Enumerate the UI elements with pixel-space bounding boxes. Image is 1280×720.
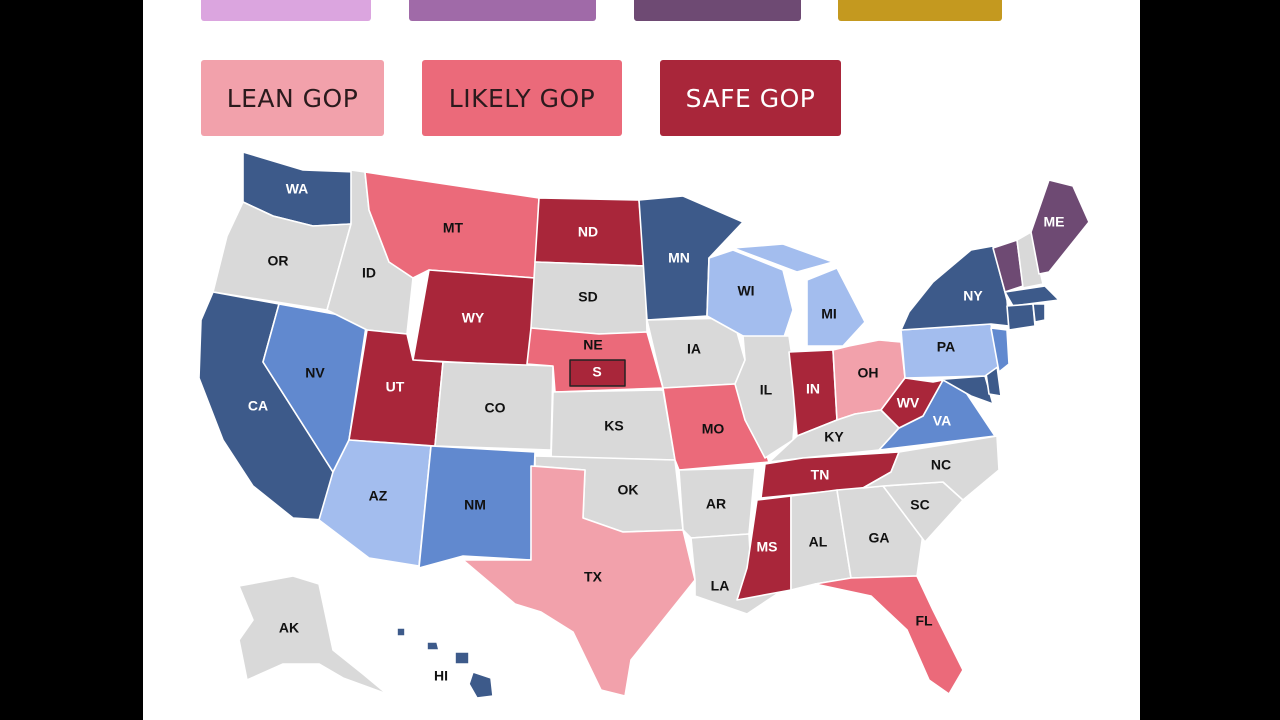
label-sd: SD [578,289,597,305]
label-ms: MS [757,539,778,555]
label-tx: TX [584,569,603,585]
label-ks: KS [604,418,623,434]
label-hi: HI [434,668,448,684]
label-ga: GA [869,530,890,546]
label-mo: MO [702,421,725,437]
label-mn: MN [668,250,690,266]
label-pa: PA [937,339,955,355]
state-ms[interactable] [736,495,792,601]
state-ri[interactable] [1032,303,1046,323]
label-mi: MI [821,306,837,322]
label-ne: NE [583,337,602,353]
label-ne-special: S [592,364,601,380]
state-ct[interactable] [1006,303,1036,331]
legend-chip-1[interactable] [201,0,371,21]
label-wi: WI [737,283,754,299]
label-al: AL [809,534,828,550]
label-tn: TN [811,467,830,483]
label-ok: OK [618,482,639,498]
legend-likely-gop-label: LIKELY GOP [448,83,596,113]
state-nj[interactable] [990,327,1010,373]
label-or: OR [268,253,289,269]
state-fl[interactable] [814,575,964,695]
legend-safe-gop-label: SAFE GOP [685,83,816,113]
label-nc: NC [931,457,951,473]
label-wa: WA [286,181,309,197]
label-in: IN [806,381,820,397]
legend-chip-4[interactable] [838,0,1002,21]
legend-chip-3[interactable] [634,0,801,21]
label-ny: NY [963,288,983,304]
state-ak[interactable] [238,575,388,695]
legend-safe-gop-button[interactable]: SAFE GOP [660,60,841,136]
label-id: ID [362,265,376,281]
label-co: CO [485,400,506,416]
label-la: LA [711,578,730,594]
state-ny[interactable] [900,245,1010,331]
state-hi[interactable] [396,627,494,699]
label-sc: SC [910,497,929,513]
label-oh: OH [858,365,879,381]
label-ia: IA [687,341,701,357]
legend-chip-2[interactable] [409,0,596,21]
state-tx[interactable] [462,465,696,697]
label-ca: CA [248,398,268,414]
label-il: IL [760,382,773,398]
label-ak: AK [279,620,299,636]
ne-special-election-box[interactable] [569,359,626,387]
state-wi[interactable] [706,249,794,341]
legend-likely-gop-button[interactable]: LIKELY GOP [422,60,622,136]
label-wy: WY [462,310,485,326]
state-ma[interactable] [1004,285,1060,307]
label-az: AZ [369,488,388,504]
label-ky: KY [824,429,844,445]
state-nc[interactable] [862,435,1000,501]
state-mi[interactable] [732,243,866,347]
label-wv: WV [897,395,920,411]
label-ar: AR [706,496,726,512]
label-fl: FL [915,613,933,629]
state-nm[interactable] [418,445,536,569]
us-map: WA OR CA NV ID MT WY UT AZ CO NM ND SD N… [198,151,1090,699]
election-map-page: LEAN GOP LIKELY GOP SAFE GOP [143,0,1140,720]
state-nh[interactable] [1016,231,1044,289]
label-va: VA [933,413,951,429]
label-ut: UT [386,379,405,395]
legend-lean-gop-label: LEAN GOP [226,83,359,113]
label-mt: MT [443,220,464,236]
legend-lean-gop-button[interactable]: LEAN GOP [201,60,384,136]
state-me[interactable] [1030,179,1090,275]
label-nv: NV [305,365,325,381]
label-me: ME [1044,214,1065,230]
label-nd: ND [578,224,598,240]
label-nm: NM [464,497,486,513]
